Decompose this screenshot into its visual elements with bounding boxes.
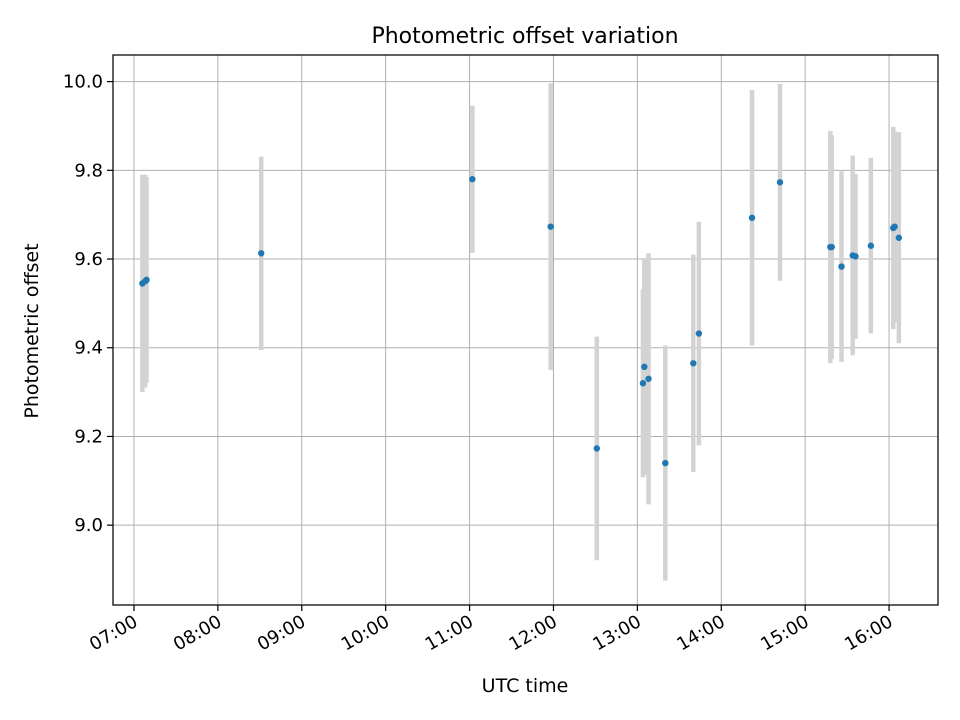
y-axis: 9.0 9.2 9.4 9.6 9.8 10.0	[63, 72, 113, 536]
data-point	[828, 243, 835, 251]
y-tick-label: 9.2	[74, 426, 103, 447]
data-point	[748, 214, 756, 221]
x-axis-label: UTC time	[482, 675, 569, 697]
data-point	[690, 360, 697, 367]
y-tick-label: 10.0	[63, 72, 103, 93]
data-point	[258, 250, 265, 257]
data-point	[838, 263, 845, 270]
data-point	[662, 459, 669, 467]
data-point	[895, 234, 903, 241]
y-tick-label: 9.6	[74, 249, 103, 270]
data-point	[852, 253, 859, 260]
data-point	[641, 363, 648, 371]
data-point	[593, 445, 601, 452]
plot-frame	[112, 54, 939, 606]
data-point	[639, 380, 647, 387]
y-tick-label: 9.8	[74, 160, 103, 181]
data-point	[695, 330, 703, 337]
y-tick-label: 9.0	[74, 515, 103, 536]
data-point	[143, 276, 150, 284]
grid	[113, 55, 938, 605]
data-point	[547, 223, 554, 230]
data-point	[645, 375, 652, 382]
data-point	[867, 242, 875, 249]
data-point	[891, 223, 898, 230]
y-tick-label: 9.4	[74, 338, 103, 359]
data-point	[469, 175, 476, 183]
y-axis-label: Photometric offset	[21, 243, 43, 418]
chart-title: Photometric offset variation	[371, 24, 678, 49]
data-points	[139, 175, 903, 467]
data-point	[776, 179, 784, 186]
